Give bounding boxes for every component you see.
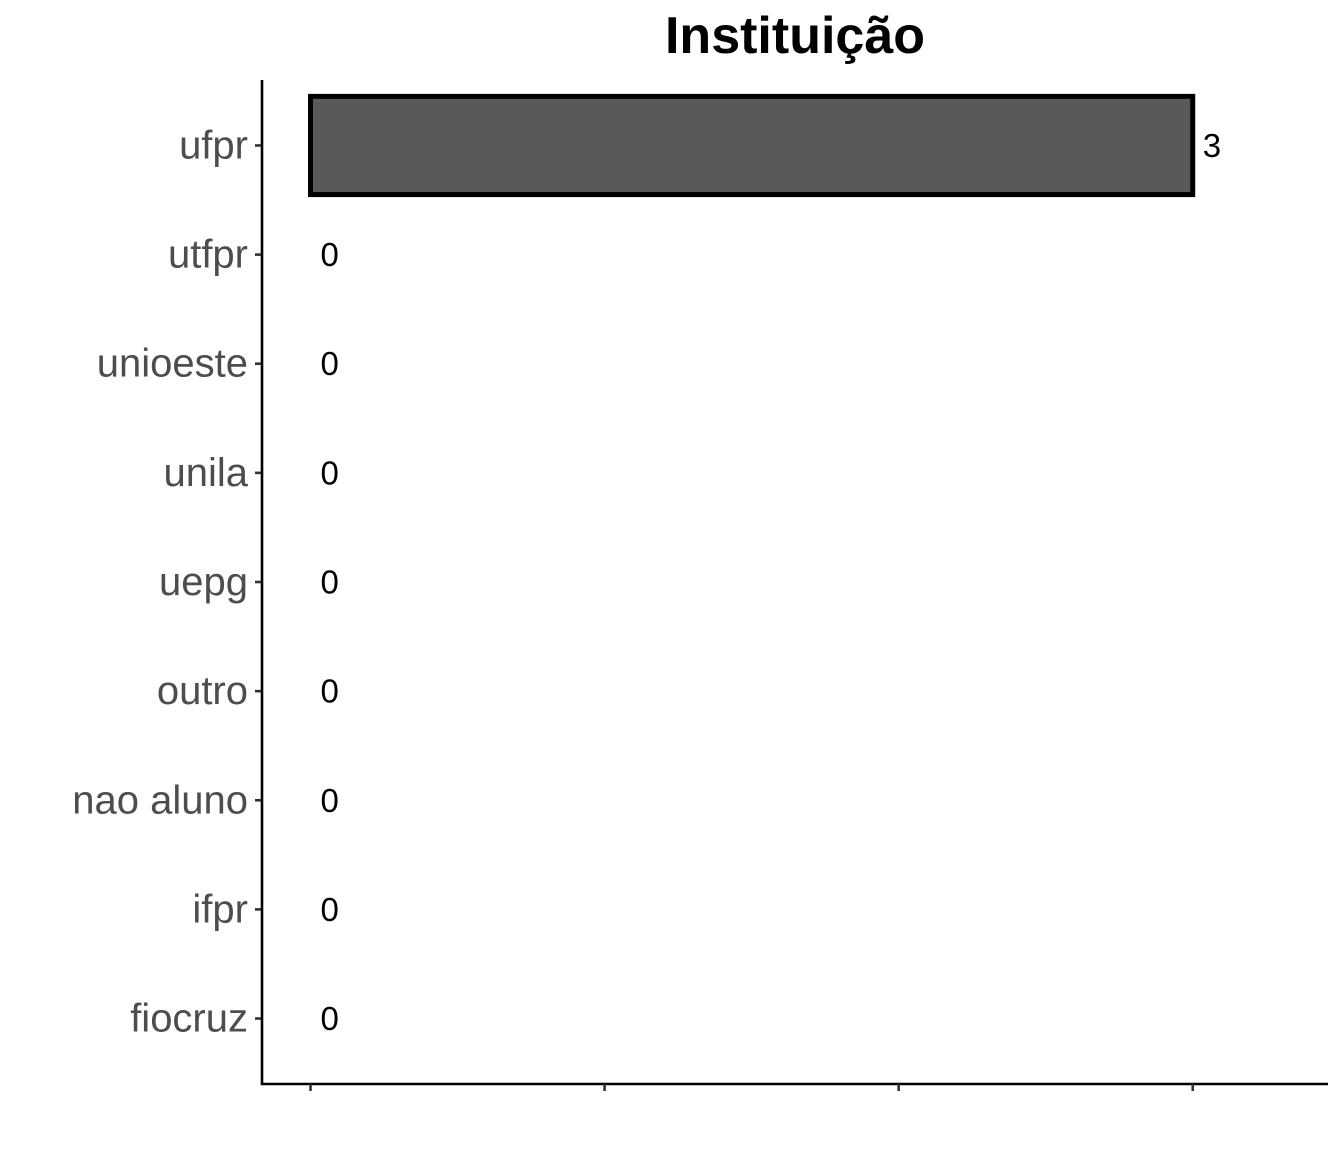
y-tick-label: uepg	[159, 560, 248, 604]
y-tick-label: outro	[157, 669, 248, 713]
y-tick-label: ifpr	[192, 887, 248, 931]
data-label: 0	[321, 1000, 339, 1037]
data-label: 0	[321, 891, 339, 928]
y-axis: ufpr utfpr unioeste unila uepg outro nao aluno…	[72, 80, 264, 1084]
bar-ufpr	[308, 93, 1196, 198]
data-label: 0	[321, 454, 339, 491]
y-tick-label: unioeste	[97, 342, 248, 386]
y-tick-label: ufpr	[179, 123, 248, 167]
data-labels-layer: 3 0 0 0 0 0 0 0 0	[321, 127, 1222, 1037]
data-label: 0	[321, 564, 339, 601]
y-tick-label: fiocruz	[130, 997, 248, 1041]
data-label: 0	[321, 782, 339, 819]
y-tick-label: unila	[163, 451, 248, 495]
data-label: 0	[321, 345, 339, 382]
x-axis	[260, 1082, 1328, 1091]
chart-title: Instituição	[665, 7, 925, 65]
y-tick-label: nao aluno	[72, 778, 248, 822]
data-label: 0	[321, 236, 339, 273]
bars-layer	[308, 93, 1196, 198]
y-tick-label: utfpr	[168, 233, 248, 277]
data-label: 3	[1203, 127, 1221, 164]
data-label: 0	[321, 673, 339, 710]
